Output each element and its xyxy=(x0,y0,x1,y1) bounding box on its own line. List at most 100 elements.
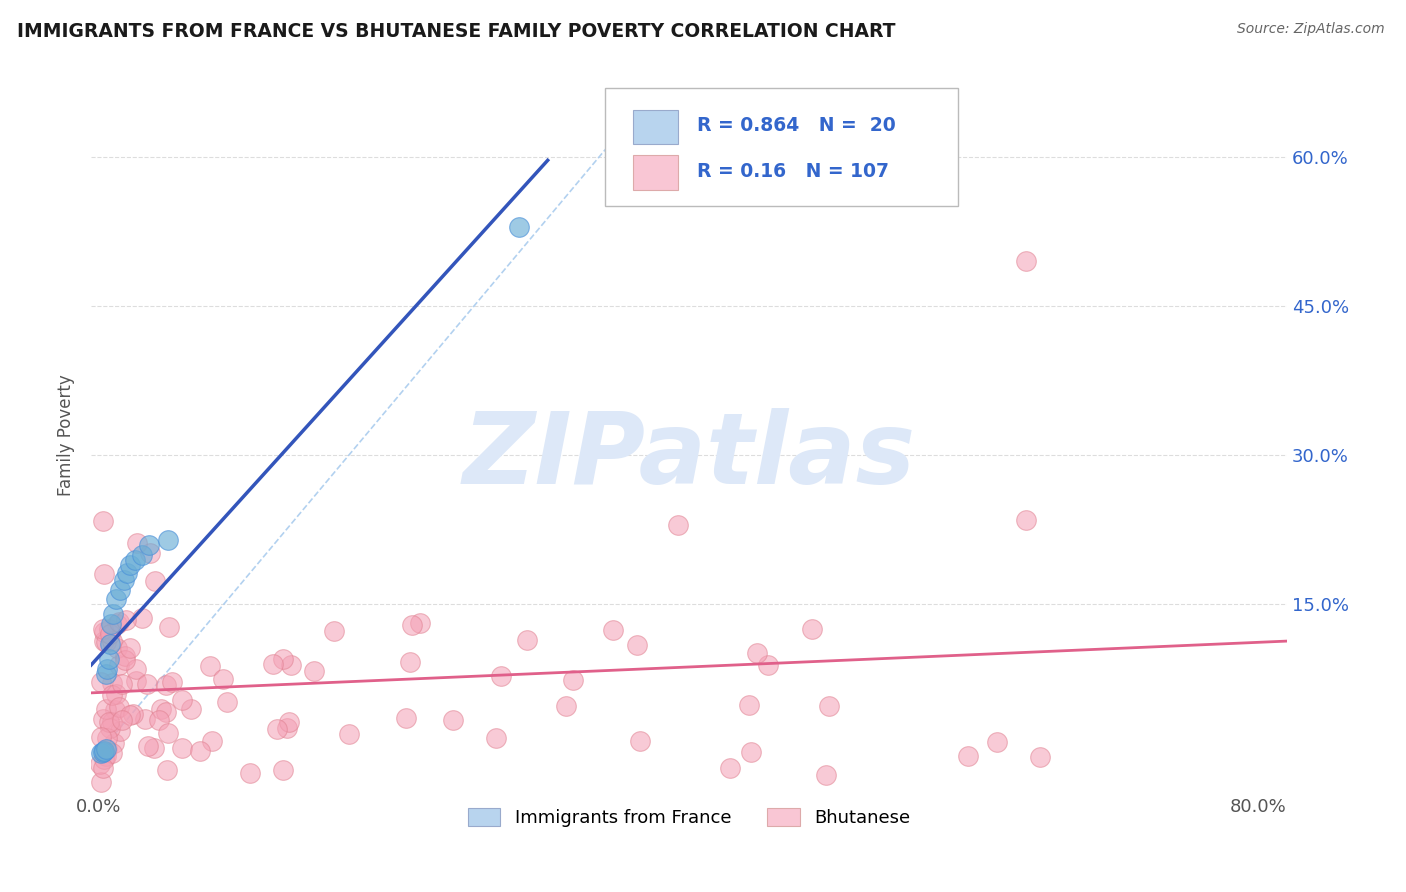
Point xyxy=(148,713,170,727)
Point xyxy=(740,745,762,759)
Point xyxy=(105,617,128,632)
Point xyxy=(280,658,302,673)
Point xyxy=(1015,513,1038,527)
Point xyxy=(188,744,211,758)
Text: R = 0.16   N = 107: R = 0.16 N = 107 xyxy=(697,161,890,181)
Point xyxy=(114,573,136,587)
Point xyxy=(217,695,239,709)
Point xyxy=(108,657,131,672)
Point xyxy=(160,675,183,690)
Point xyxy=(97,652,120,666)
Point xyxy=(198,658,221,673)
Point xyxy=(211,672,233,686)
Point xyxy=(90,675,112,690)
Point xyxy=(101,714,124,729)
Point xyxy=(409,616,432,631)
Point xyxy=(90,775,112,789)
Point xyxy=(555,699,578,714)
Text: R = 0.864   N =  20: R = 0.864 N = 20 xyxy=(697,116,896,135)
Point xyxy=(157,620,180,634)
Point xyxy=(125,662,148,676)
Point xyxy=(262,657,284,671)
Point xyxy=(93,567,115,582)
Point xyxy=(122,706,145,721)
Point xyxy=(124,674,146,689)
Point xyxy=(628,733,651,747)
Point xyxy=(156,533,179,547)
Point xyxy=(238,766,260,780)
Point xyxy=(93,625,115,640)
Point xyxy=(94,702,117,716)
FancyBboxPatch shape xyxy=(606,88,957,206)
Legend: Immigrants from France, Bhutanese: Immigrants from France, Bhutanese xyxy=(460,801,918,834)
Text: ZIPatlas: ZIPatlas xyxy=(463,409,915,506)
Point xyxy=(91,622,114,636)
Point xyxy=(96,731,118,746)
Point xyxy=(91,745,114,759)
Point xyxy=(91,514,114,528)
Point xyxy=(271,763,294,777)
Point xyxy=(401,618,423,632)
Point xyxy=(399,655,422,669)
Point xyxy=(104,687,127,701)
Point xyxy=(94,741,117,756)
FancyBboxPatch shape xyxy=(633,110,678,144)
Point xyxy=(337,727,360,741)
Point xyxy=(107,641,129,656)
Point xyxy=(489,669,512,683)
Point xyxy=(114,653,136,667)
Point xyxy=(395,711,418,725)
Point xyxy=(485,731,508,745)
Point xyxy=(666,518,689,533)
Point xyxy=(323,624,346,639)
Point xyxy=(143,574,166,588)
Point xyxy=(124,552,146,566)
Point xyxy=(508,219,530,234)
Point xyxy=(91,712,114,726)
Point xyxy=(101,634,124,648)
Y-axis label: Family Poverty: Family Poverty xyxy=(58,375,75,496)
Point xyxy=(170,740,193,755)
Point xyxy=(747,646,769,660)
Point xyxy=(98,714,121,729)
Point xyxy=(104,703,127,717)
Point xyxy=(156,763,179,777)
Point xyxy=(125,536,148,550)
Point xyxy=(134,712,156,726)
Point xyxy=(131,611,153,625)
Point xyxy=(101,607,124,622)
Point xyxy=(135,676,157,690)
Point xyxy=(114,648,136,663)
Text: IMMIGRANTS FROM FRANCE VS BHUTANESE FAMILY POVERTY CORRELATION CHART: IMMIGRANTS FROM FRANCE VS BHUTANESE FAMI… xyxy=(17,22,896,41)
Point xyxy=(718,761,741,775)
Point xyxy=(180,702,202,716)
Point xyxy=(96,742,118,756)
Point xyxy=(120,558,142,572)
Point xyxy=(156,726,179,740)
Point xyxy=(516,632,538,647)
Point xyxy=(139,546,162,560)
Point xyxy=(956,749,979,764)
Point xyxy=(108,615,131,630)
Point xyxy=(103,736,125,750)
Point xyxy=(100,617,122,632)
Point xyxy=(101,689,124,703)
Point xyxy=(96,662,118,676)
Point xyxy=(108,724,131,739)
Point xyxy=(93,634,115,648)
Point xyxy=(117,566,139,580)
Point xyxy=(155,678,177,692)
Point xyxy=(104,592,127,607)
Point xyxy=(131,548,153,562)
Point xyxy=(101,675,124,690)
Point xyxy=(136,739,159,754)
Point xyxy=(93,752,115,766)
Point xyxy=(302,665,325,679)
Point xyxy=(91,761,114,775)
Point xyxy=(94,748,117,763)
Point xyxy=(138,538,160,552)
Point xyxy=(986,735,1008,749)
Point xyxy=(602,623,624,637)
FancyBboxPatch shape xyxy=(633,155,678,190)
Point xyxy=(170,692,193,706)
